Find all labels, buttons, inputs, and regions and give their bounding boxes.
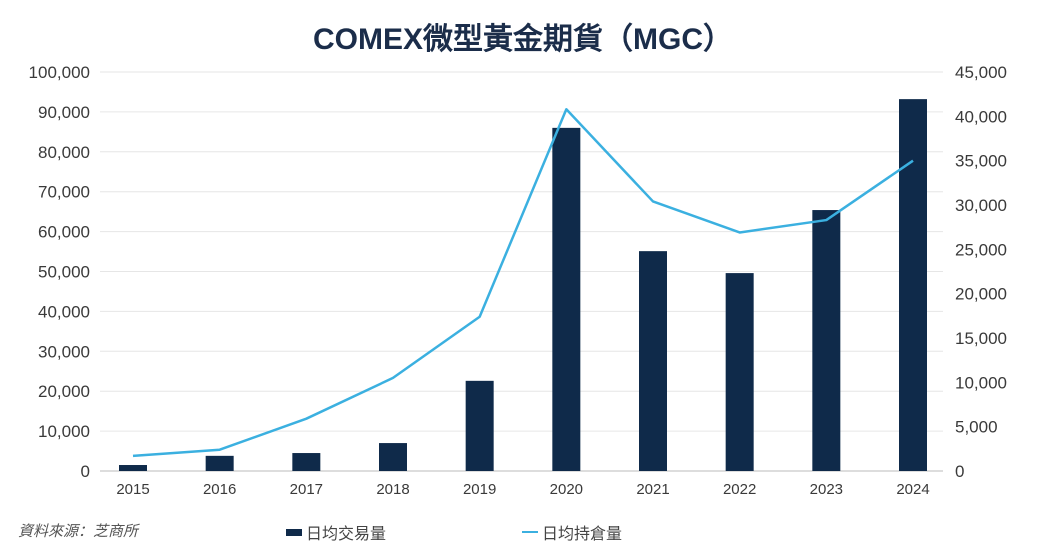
x-tick-label: 2022 (723, 481, 756, 498)
legend-label: 日均持倉量 (542, 526, 623, 543)
source-note: 資料來源：芝商所 (18, 523, 139, 540)
bar (725, 273, 754, 471)
x-tick-label: 2023 (810, 481, 843, 498)
x-tick-label: 2018 (376, 481, 409, 498)
x-tick-label: 2024 (896, 481, 929, 498)
chart-title: COMEX微型黃金期貨（MGC） (313, 23, 733, 56)
y-left-tick-label: 60,000 (38, 223, 90, 242)
x-tick-label: 2021 (636, 481, 669, 498)
legend-label: 日均交易量 (306, 526, 387, 543)
y-left-tick-label: 0 (81, 462, 90, 481)
y-right-tick-label: 0 (955, 462, 964, 481)
bar (119, 465, 147, 471)
y-right-tick-label: 10,000 (955, 373, 1007, 392)
x-tick-label: 2016 (203, 481, 236, 498)
bar (552, 127, 581, 472)
bar (205, 455, 234, 471)
y-left-tick-label: 30,000 (38, 342, 90, 361)
y-right-tick-label: 45,000 (955, 63, 1007, 82)
y-left-tick-label: 40,000 (38, 302, 90, 321)
bar (639, 251, 667, 471)
legend-item-open-interest: 日均持倉量 (522, 520, 622, 544)
y-left-tick-label: 20,000 (38, 382, 90, 401)
legend-swatch-line (522, 531, 538, 533)
x-tick-label: 2020 (550, 481, 583, 498)
y-left-tick-label: 100,000 (29, 63, 90, 82)
y-left-tick-label: 90,000 (38, 103, 90, 122)
y-right-tick-label: 35,000 (955, 152, 1007, 171)
x-tick-label: 2015 (116, 481, 149, 498)
legend-swatch-bar (286, 528, 302, 536)
bar (812, 210, 841, 471)
y-left-tick-label: 80,000 (38, 143, 90, 162)
bar (292, 453, 321, 471)
y-right-tick-label: 5,000 (955, 418, 998, 437)
y-right-tick-label: 20,000 (955, 285, 1007, 304)
bar (899, 99, 927, 471)
y-right-tick-label: 15,000 (955, 329, 1007, 348)
y-left-tick-label: 70,000 (38, 183, 90, 202)
bar (465, 380, 494, 471)
series-line (132, 107, 914, 458)
legend-item-volume: 日均交易量 (286, 520, 386, 544)
y-right-tick-label: 40,000 (955, 107, 1007, 126)
y-left-tick-label: 50,000 (38, 263, 90, 282)
bar (379, 443, 407, 471)
x-tick-label: 2017 (290, 481, 323, 498)
x-tick-label: 2019 (463, 481, 496, 498)
y-right-tick-label: 30,000 (955, 196, 1007, 215)
y-right-tick-label: 25,000 (955, 240, 1007, 259)
y-left-tick-label: 10,000 (38, 422, 90, 441)
